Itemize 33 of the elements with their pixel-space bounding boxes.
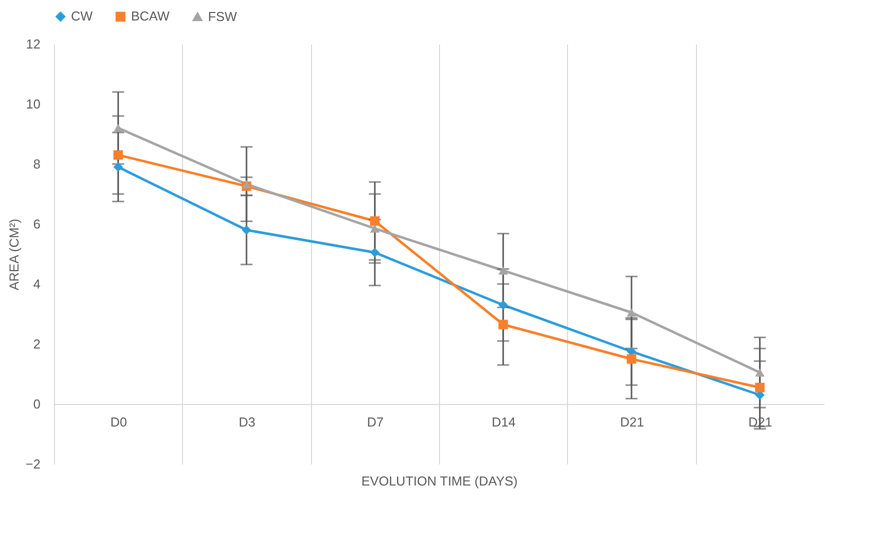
point	[498, 266, 508, 275]
legend-label: BCAW	[131, 8, 170, 24]
point	[498, 320, 508, 330]
y-tick-label: −2	[26, 456, 40, 472]
point	[370, 248, 380, 258]
point	[626, 308, 636, 317]
point	[370, 224, 380, 233]
y-axis-title: AREA (CM²)	[6, 218, 22, 290]
x-axis-title: EVOLUTION TIME (DAYS)	[361, 474, 518, 488]
point	[113, 150, 123, 160]
y-tick-label: 8	[33, 156, 40, 172]
x-tick-label: D3	[238, 414, 256, 430]
y-tick-label: 2	[33, 336, 40, 352]
x-tick-label: D7	[367, 414, 384, 430]
point	[755, 368, 765, 377]
y-tick-label: 0	[33, 396, 40, 412]
x-tick-label: D0	[110, 414, 127, 430]
point	[626, 354, 636, 364]
x-tick-label: D21	[620, 414, 644, 430]
y-tick-label: 12	[26, 36, 40, 52]
point	[242, 225, 252, 235]
x-tick-label: D14	[492, 414, 516, 430]
y-tick-label: 4	[33, 276, 40, 292]
point	[242, 180, 252, 188]
y-tick-label: 6	[33, 216, 40, 232]
y-tick-label: 10	[26, 96, 40, 112]
legend-label: FSW	[208, 8, 238, 24]
point	[498, 300, 508, 310]
point	[113, 124, 123, 132]
point	[755, 382, 765, 392]
point	[113, 162, 123, 172]
point	[370, 216, 380, 226]
legend-label: CW	[71, 8, 94, 24]
